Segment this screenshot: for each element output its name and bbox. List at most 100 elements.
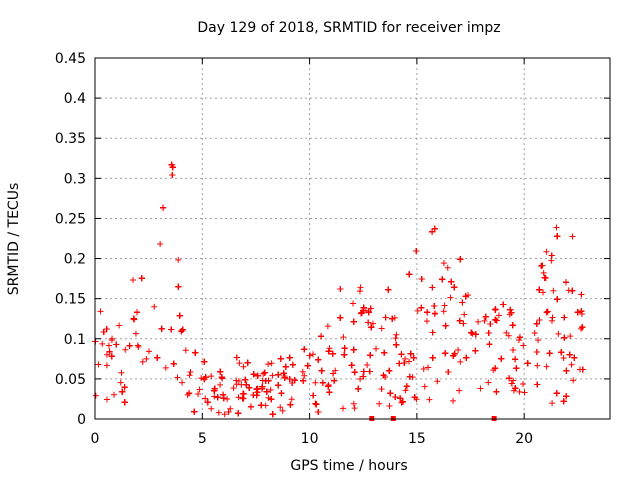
data-point <box>534 362 541 369</box>
data-point <box>263 388 270 395</box>
data-point <box>366 368 373 375</box>
data-point <box>299 368 306 375</box>
data-point <box>135 343 142 350</box>
data-point <box>175 256 182 263</box>
data-point <box>365 309 372 316</box>
data-point <box>549 400 556 407</box>
data-point <box>493 388 500 395</box>
data-point <box>485 379 492 386</box>
data-point <box>402 355 409 362</box>
data-point <box>566 351 573 358</box>
x-tick-label: 0 <box>91 431 100 447</box>
data-point <box>448 278 455 285</box>
data-point <box>513 365 520 372</box>
data-point <box>191 408 198 415</box>
plot-frame <box>94 57 611 420</box>
data-point <box>414 307 421 314</box>
data-point <box>208 405 215 412</box>
x-tick-label: 10 <box>301 431 319 447</box>
data-point <box>192 349 199 356</box>
data-point <box>536 286 543 293</box>
data-point <box>538 262 545 269</box>
data-point <box>516 334 523 341</box>
data-point <box>312 400 319 407</box>
data-point <box>318 333 325 340</box>
data-point <box>406 373 413 380</box>
data-point <box>481 317 488 324</box>
data-point <box>516 388 523 395</box>
data-point <box>106 348 113 355</box>
data-point <box>560 398 567 405</box>
data-point <box>313 401 320 408</box>
data-point <box>505 332 512 339</box>
data-point <box>158 325 165 332</box>
data-point <box>378 325 385 332</box>
data-point <box>195 391 202 398</box>
data-point <box>506 375 513 382</box>
data-point <box>459 299 466 306</box>
data-point <box>315 409 322 416</box>
data-point <box>373 345 380 352</box>
data-point <box>103 396 110 403</box>
data-point <box>220 395 227 402</box>
data-point <box>407 350 414 357</box>
data-point <box>134 309 140 316</box>
data-point <box>543 309 550 316</box>
data-point <box>398 351 405 358</box>
data-point <box>217 381 224 388</box>
data-point <box>440 308 447 315</box>
data-point <box>541 274 548 281</box>
data-point <box>524 360 531 367</box>
data-point <box>187 368 194 375</box>
data-point <box>265 377 272 384</box>
data-point <box>239 395 246 402</box>
data-point <box>235 377 242 384</box>
data-point <box>477 385 484 392</box>
data-point <box>553 224 560 231</box>
data-point <box>103 362 110 369</box>
data-point <box>429 329 436 336</box>
data-point <box>214 394 221 401</box>
data-point <box>482 313 489 320</box>
data-point <box>227 405 234 412</box>
data-point <box>326 389 333 396</box>
data-point <box>510 346 517 353</box>
data-point <box>122 346 129 353</box>
data-point <box>280 370 287 377</box>
data-point <box>97 308 104 315</box>
data-point <box>360 368 367 375</box>
data-point <box>451 350 458 357</box>
data-point <box>139 358 146 365</box>
data-point <box>348 362 355 369</box>
data-point <box>507 306 514 313</box>
data-point <box>567 333 574 340</box>
data-point <box>574 309 581 316</box>
data-point <box>515 337 522 344</box>
data-point <box>258 402 265 409</box>
data-point <box>503 329 510 336</box>
data-point <box>275 382 282 389</box>
data-point <box>561 314 568 321</box>
data-point <box>261 369 268 376</box>
data-point <box>392 335 399 342</box>
data-point <box>198 375 205 382</box>
data-point <box>500 301 507 308</box>
data-point <box>310 392 317 399</box>
data-point <box>217 368 224 375</box>
data-point <box>168 161 175 168</box>
data-point <box>238 381 245 388</box>
data-point <box>365 319 372 326</box>
data-point <box>253 392 260 399</box>
data-point <box>475 318 482 325</box>
data-point <box>157 241 164 248</box>
data-point <box>553 390 560 397</box>
data-point <box>444 264 451 271</box>
data-point <box>95 361 102 368</box>
data-point <box>434 378 441 385</box>
data-point <box>447 294 454 301</box>
y-axis-label: SRMTID / TECUs <box>6 183 22 296</box>
data-point <box>403 383 410 390</box>
data-point <box>291 377 298 384</box>
data-point <box>536 317 543 324</box>
